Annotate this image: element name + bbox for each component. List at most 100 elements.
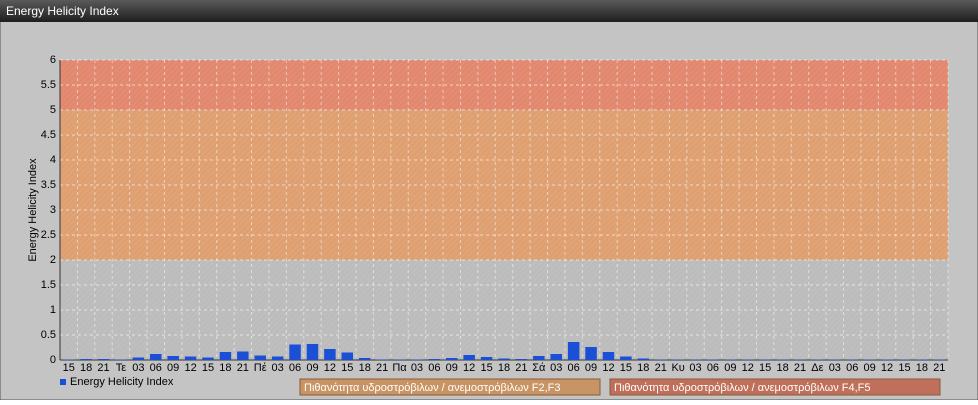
bar bbox=[237, 351, 249, 360]
y-tick-label: 3.5 bbox=[41, 179, 56, 191]
x-tick-label: 15 bbox=[898, 362, 910, 374]
bar bbox=[515, 359, 528, 360]
bar bbox=[724, 359, 737, 360]
x-tick-label: 03 bbox=[132, 362, 144, 374]
x-tick-label: 12 bbox=[602, 362, 614, 374]
x-tick-label: Σά bbox=[532, 362, 546, 374]
bar bbox=[794, 359, 806, 360]
bar bbox=[97, 359, 110, 360]
x-tick-label: Κυ bbox=[671, 362, 684, 374]
band-legend-box bbox=[609, 378, 941, 396]
legend-label: Energy Helicity Index bbox=[70, 376, 174, 388]
x-tick-label: 12 bbox=[324, 362, 336, 374]
bar bbox=[585, 347, 597, 360]
x-tick-label: 03 bbox=[411, 362, 423, 374]
bar bbox=[463, 355, 475, 360]
x-tick-label: Πα bbox=[392, 362, 407, 374]
x-tick-label: 09 bbox=[585, 362, 597, 374]
x-tick-label: 21 bbox=[794, 362, 806, 374]
bar bbox=[898, 359, 911, 360]
x-tick-label: 09 bbox=[864, 362, 876, 374]
header-bar bbox=[0, 0, 978, 22]
bar bbox=[846, 359, 858, 360]
x-tick-label: 18 bbox=[776, 362, 788, 374]
x-tick-label: 21 bbox=[97, 362, 109, 374]
bar bbox=[271, 356, 284, 360]
bar bbox=[567, 342, 580, 360]
x-tick-label: 21 bbox=[515, 362, 527, 374]
bar bbox=[811, 359, 824, 360]
x-tick-label: 06 bbox=[289, 362, 301, 374]
x-tick-label: 06 bbox=[707, 362, 719, 374]
bar bbox=[393, 359, 406, 360]
y-tick-label: 4 bbox=[50, 154, 56, 166]
x-tick-label: 15 bbox=[202, 362, 214, 374]
x-tick-label: 09 bbox=[446, 362, 458, 374]
x-tick-label: Πέ bbox=[254, 362, 267, 374]
bar bbox=[533, 356, 545, 360]
y-tick-label: 1 bbox=[50, 304, 56, 316]
bar bbox=[602, 352, 615, 360]
y-axis-label: Energy Helicity Index bbox=[27, 158, 39, 262]
band-legend-label: Πιθανότητα υδροστρόβιλων / ανεμοστρόβιλω… bbox=[614, 382, 871, 394]
x-tick-label: 15 bbox=[63, 362, 75, 374]
x-tick-label: 21 bbox=[655, 362, 667, 374]
x-tick-label: 03 bbox=[689, 362, 701, 374]
bar bbox=[446, 358, 458, 360]
x-tick-label: 15 bbox=[759, 362, 771, 374]
bar bbox=[324, 349, 336, 360]
x-tick-label: 12 bbox=[742, 362, 754, 374]
x-tick-label: 09 bbox=[724, 362, 736, 374]
x-tick-label: 18 bbox=[359, 362, 371, 374]
bar bbox=[776, 359, 789, 360]
x-tick-label: 15 bbox=[341, 362, 353, 374]
bar bbox=[150, 354, 162, 360]
bar bbox=[759, 359, 771, 360]
x-tick-label: 06 bbox=[568, 362, 580, 374]
bar bbox=[672, 359, 684, 360]
band-legend-label: Πιθανότητα υδροστρόβιλων / ανεμοστρόβιλω… bbox=[304, 382, 561, 394]
y-tick-label: 5 bbox=[50, 104, 56, 116]
bar bbox=[202, 357, 214, 360]
y-tick-label: 6 bbox=[50, 54, 56, 66]
bar bbox=[620, 356, 632, 360]
bar bbox=[80, 359, 92, 360]
x-tick-label: 03 bbox=[829, 362, 841, 374]
y-tick-label: 3 bbox=[50, 204, 56, 216]
x-tick-label: 21 bbox=[376, 362, 388, 374]
x-tick-label: 06 bbox=[846, 362, 858, 374]
bar bbox=[306, 344, 319, 360]
bar bbox=[358, 358, 371, 360]
x-tick-label: 09 bbox=[306, 362, 318, 374]
x-tick-label: 18 bbox=[498, 362, 510, 374]
bar bbox=[480, 357, 493, 360]
bar bbox=[184, 356, 197, 360]
y-tick-label: 5.5 bbox=[41, 79, 56, 91]
bar bbox=[689, 359, 702, 360]
y-tick-label: 1.5 bbox=[41, 279, 56, 291]
y-tick-label: 0.5 bbox=[41, 329, 56, 341]
bar bbox=[637, 358, 650, 360]
chart-title: Energy Helicity Index bbox=[6, 4, 119, 18]
x-tick-label: 12 bbox=[881, 362, 893, 374]
x-tick-label: 21 bbox=[933, 362, 945, 374]
legend-swatch bbox=[60, 379, 66, 385]
bar bbox=[498, 358, 510, 360]
bar bbox=[550, 354, 562, 360]
bar bbox=[411, 359, 423, 360]
x-tick-label: Τε bbox=[116, 362, 127, 374]
bar bbox=[933, 359, 946, 360]
x-tick-label: 03 bbox=[550, 362, 562, 374]
band-legend-box bbox=[299, 378, 601, 396]
bar bbox=[863, 359, 876, 360]
x-tick-label: 12 bbox=[463, 362, 475, 374]
x-tick-label: 06 bbox=[428, 362, 440, 374]
x-tick-label: 15 bbox=[480, 362, 492, 374]
bar bbox=[654, 359, 667, 360]
bar bbox=[428, 359, 441, 360]
bar bbox=[132, 357, 145, 360]
y-tick-label: 4.5 bbox=[41, 129, 56, 141]
x-tick-label: 03 bbox=[272, 362, 284, 374]
